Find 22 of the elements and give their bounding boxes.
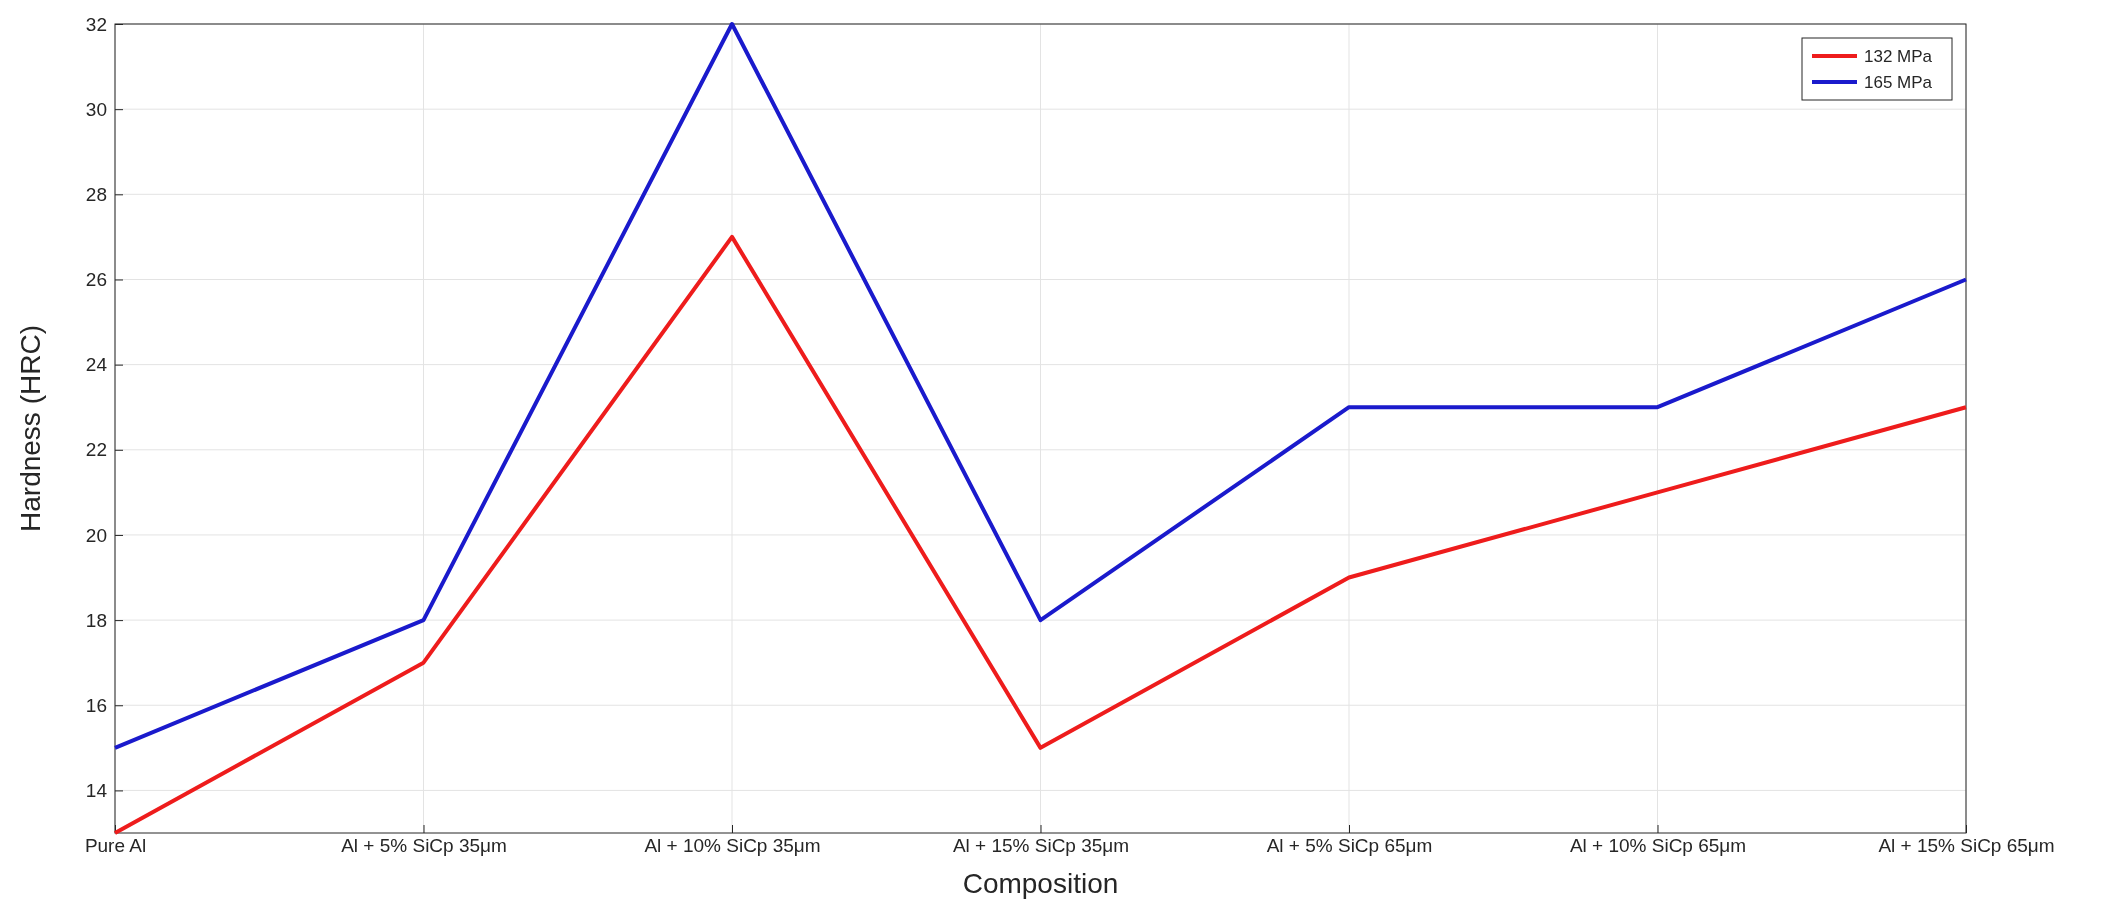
y-tick-label: 26: [85, 269, 107, 291]
y-tick-label: 22: [85, 439, 107, 461]
y-tick-label: 28: [85, 183, 107, 205]
x-tick-label: Al + 10% SiCp 65μm: [1569, 835, 1747, 857]
y-tick-label: 20: [85, 524, 107, 546]
x-tick-label: Al + 5% SiCp 35μm: [341, 835, 507, 857]
x-tick-label: Pure Al: [84, 835, 147, 857]
y-tick-label: 32: [85, 13, 107, 35]
y-tick-label: 24: [85, 354, 108, 376]
y-axis-title: Hardness (HRC): [15, 325, 46, 532]
y-tick-label: 14: [85, 780, 108, 801]
x-tick-label: Al + 15% SiCp 35μm: [952, 835, 1130, 857]
y-tick-label: 18: [85, 609, 107, 631]
legend-label: 132 MPa: [1864, 47, 1933, 66]
line-series: [113, 234, 1968, 835]
y-tick-label: 16: [85, 694, 107, 716]
x-tick-label: Al + 15% SiCp 65μm: [1878, 835, 2055, 857]
x-tick-label: Al + 10% SiCp 35μm: [644, 835, 821, 857]
x-tick-label: Al + 5% SiCp 65μm: [1266, 835, 1433, 857]
y-tick-label: 30: [85, 98, 107, 120]
legend-label: 165 MPa: [1864, 73, 1933, 92]
x-axis-title: Composition: [962, 868, 1119, 899]
